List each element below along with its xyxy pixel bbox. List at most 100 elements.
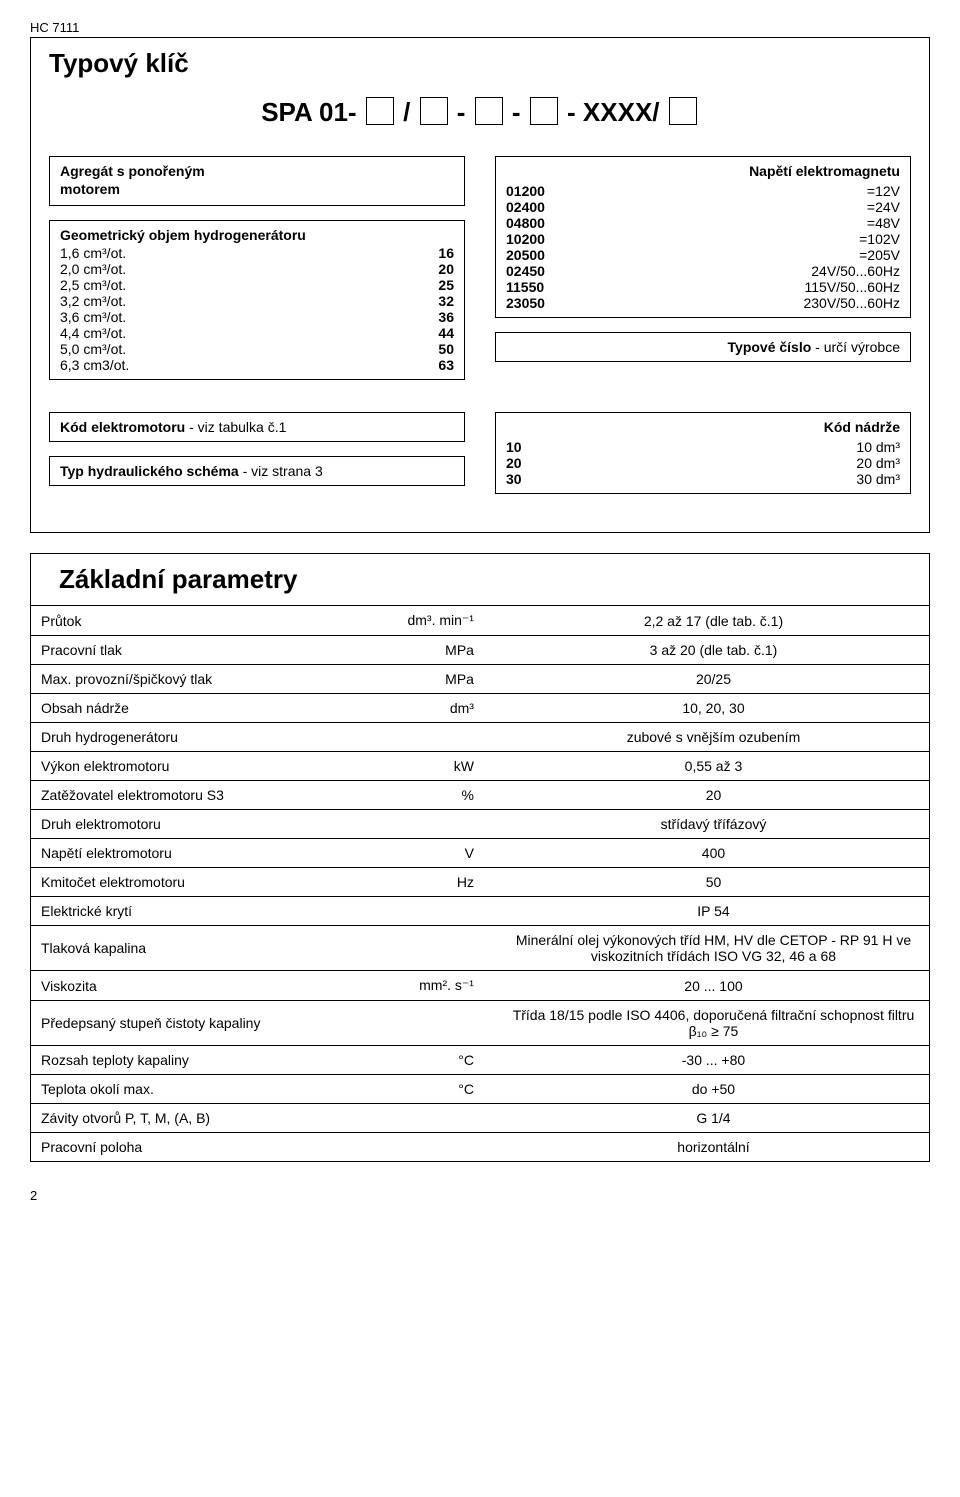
volt-v: =12V	[867, 183, 900, 199]
param-unit: kW	[372, 752, 498, 781]
volt-k: 02450	[506, 263, 545, 279]
geom-k: 4,4 cm³/ot.	[60, 325, 126, 341]
volt-k: 02400	[506, 199, 545, 215]
table-row: Výkon elektromotorukW0,55 až 3	[31, 752, 929, 781]
param-label: Rozsah teploty kapaliny	[31, 1046, 372, 1075]
geom-k: 3,6 cm³/ot.	[60, 309, 126, 325]
geom-v: 20	[438, 261, 454, 277]
spa-box	[669, 97, 697, 125]
param-unit	[372, 1001, 498, 1046]
motor-code-rest: - viz tabulka č.1	[185, 419, 286, 435]
param-label: Druh elektromotoru	[31, 810, 372, 839]
motor-code-bold: Kód elektromotoru	[60, 419, 185, 435]
spa-box	[530, 97, 558, 125]
tank-title: Kód nádrže	[506, 419, 900, 435]
param-value: 0,55 až 3	[498, 752, 929, 781]
spa-sep: -	[457, 97, 466, 127]
voltage-box: Napětí elektromagnetu 01200=12V 02400=24…	[495, 156, 911, 318]
table-row: Kmitočet elektromotoruHz50	[31, 868, 929, 897]
param-value: zubové s vnějším ozubením	[498, 723, 929, 752]
volt-v: 230V/50...60Hz	[803, 295, 900, 311]
param-label: Průtok	[31, 606, 372, 636]
param-label: Elektrické krytí	[31, 897, 372, 926]
spa-sep: -	[512, 97, 521, 127]
param-label: Tlaková kapalina	[31, 926, 372, 971]
page-number: 2	[30, 1188, 930, 1203]
param-label: Kmitočet elektromotoru	[31, 868, 372, 897]
geometry-box: Geometrický objem hydrogenerátoru 1,6 cm…	[49, 220, 465, 380]
geom-v: 36	[438, 309, 454, 325]
aggregate-line1: Agregát s ponořeným	[60, 163, 205, 179]
table-row: Obsah nádržedm³10, 20, 30	[31, 694, 929, 723]
param-label: Závity otvorů P, T, M, (A, B)	[31, 1104, 372, 1133]
table-row: Závity otvorů P, T, M, (A, B) G 1/4	[31, 1104, 929, 1133]
type-number-bold: Typové číslo	[728, 339, 812, 355]
schema-bold: Typ hydraulického schéma	[60, 463, 239, 479]
spa-box	[366, 97, 394, 125]
volt-k: 01200	[506, 183, 545, 199]
spa-box	[475, 97, 503, 125]
table-row: Viskozitamm². s⁻¹20 ... 100	[31, 971, 929, 1001]
param-label: Viskozita	[31, 971, 372, 1001]
spa-box	[420, 97, 448, 125]
param-label: Obsah nádrže	[31, 694, 372, 723]
geom-k: 2,5 cm³/ot.	[60, 277, 126, 293]
tank-k: 30	[506, 471, 522, 487]
aggregate-line2: motorem	[60, 181, 120, 197]
type-number-box: Typové číslo - určí výrobce	[495, 332, 911, 362]
param-value: 20	[498, 781, 929, 810]
geom-v: 50	[438, 341, 454, 357]
volt-k: 20500	[506, 247, 545, 263]
geom-v: 63	[438, 357, 454, 373]
motor-code-box: Kód elektromotoru - viz tabulka č.1	[49, 412, 465, 442]
param-unit	[372, 723, 498, 752]
spa-sep: /	[403, 97, 410, 127]
geom-k: 1,6 cm³/ot.	[60, 245, 126, 261]
volt-k: 11550	[506, 279, 544, 295]
type-number-rest: - určí výrobce	[811, 339, 900, 355]
spa-xxxx: - XXXX/	[567, 97, 659, 127]
param-label: Napětí elektromotoru	[31, 839, 372, 868]
doc-code: HC 7111	[30, 20, 930, 35]
geom-k: 5,0 cm³/ot.	[60, 341, 126, 357]
param-unit: dm³	[372, 694, 498, 723]
param-value: střídavý třífázový	[498, 810, 929, 839]
table-row: Druh hydrogenerátoru zubové s vnějším ozu…	[31, 723, 929, 752]
param-value: 400	[498, 839, 929, 868]
param-unit: dm³. min⁻¹	[372, 606, 498, 636]
volt-v: =24V	[867, 199, 900, 215]
param-label: Druh hydrogenerátoru	[31, 723, 372, 752]
param-unit	[372, 1133, 498, 1162]
param-value: do +50	[498, 1075, 929, 1104]
param-label: Max. provozní/špičkový tlak	[31, 665, 372, 694]
tank-v: 10 dm³	[856, 439, 900, 455]
param-value: 2,2 až 17 (dle tab. č.1)	[498, 606, 929, 636]
geom-v: 32	[438, 293, 454, 309]
param-value: 20 ... 100	[498, 971, 929, 1001]
volt-k: 04800	[506, 215, 545, 231]
param-value: IP 54	[498, 897, 929, 926]
geometry-title: Geometrický objem hydrogenerátoru	[60, 227, 454, 243]
spa-designation: SPA 01- / - - - XXXX/	[49, 97, 911, 128]
param-value: G 1/4	[498, 1104, 929, 1133]
param-unit: MPa	[372, 665, 498, 694]
table-row: Pracovní tlakMPa3 až 20 (dle tab. č.1)	[31, 636, 929, 665]
aggregate-box: Agregát s ponořeným motorem	[49, 156, 465, 206]
volt-v: 115V/50...60Hz	[805, 279, 900, 295]
param-label: Pracovní tlak	[31, 636, 372, 665]
table-row: Napětí elektromotoruV400	[31, 839, 929, 868]
param-unit	[372, 926, 498, 971]
param-label: Předepsaný stupeň čistoty kapaliny	[31, 1001, 372, 1046]
geom-k: 3,2 cm³/ot.	[60, 293, 126, 309]
tank-k: 10	[506, 439, 522, 455]
param-unit: MPa	[372, 636, 498, 665]
param-unit	[372, 1104, 498, 1133]
param-label: Zatěžovatel elektromotoru S3	[31, 781, 372, 810]
param-unit: %	[372, 781, 498, 810]
param-unit: °C	[372, 1075, 498, 1104]
param-label: Teplota okolí max.	[31, 1075, 372, 1104]
spa-label: SPA 01-	[261, 97, 356, 127]
param-unit	[372, 897, 498, 926]
volt-v: =205V	[859, 247, 900, 263]
param-value: 3 až 20 (dle tab. č.1)	[498, 636, 929, 665]
